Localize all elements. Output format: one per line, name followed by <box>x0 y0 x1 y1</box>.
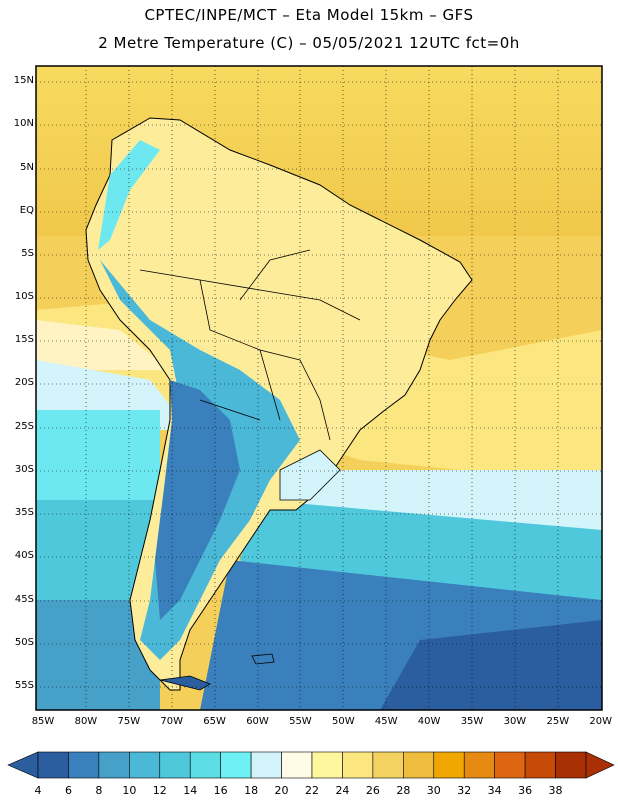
lon-label: 80W <box>74 716 98 727</box>
lat-label: 10S <box>14 291 34 302</box>
colorbar-label: 26 <box>365 784 380 797</box>
colorbar-swatch <box>98 751 130 779</box>
colorbar-label: 24 <box>335 784 350 797</box>
lon-label: 85W <box>31 716 55 727</box>
colorbar-swatch <box>281 751 313 779</box>
colorbar-swatch <box>129 751 161 779</box>
colorbar-left-arrow <box>7 751 39 779</box>
map-area <box>36 66 602 710</box>
lat-label: 30S <box>14 464 34 475</box>
colorbar-label: 20 <box>274 784 289 797</box>
lon-label: 30W <box>503 716 527 727</box>
colorbar-label: 18 <box>244 784 259 797</box>
colorbar-right-arrow <box>585 751 615 779</box>
colorbar-label: 14 <box>183 784 198 797</box>
lon-label: 65W <box>203 716 226 727</box>
colorbar-label: 30 <box>426 784 441 797</box>
lat-label: 35S <box>14 507 34 518</box>
lon-label: 60W <box>246 716 269 727</box>
colorbar-swatch <box>159 751 191 779</box>
colorbar-swatch <box>37 751 69 779</box>
lon-label: 50W <box>331 716 355 727</box>
lat-label: 25S <box>14 421 34 432</box>
colorbar-swatch <box>403 751 435 779</box>
lat-label: EQ <box>19 205 34 216</box>
colorbar-swatch <box>555 751 587 779</box>
colorbar-swatch <box>68 751 100 779</box>
lat-label: 50S <box>14 637 34 648</box>
lon-label: 70W <box>160 716 183 727</box>
lon-label: 45W <box>374 716 398 727</box>
colorbar-label: 8 <box>95 784 103 797</box>
lat-label: 20S <box>14 377 34 388</box>
map-title: CPTEC/INPE/MCT – Eta Model 15km – GFS <box>144 6 474 24</box>
lat-label: 45S <box>14 594 34 605</box>
colorbar-label: 34 <box>487 784 502 797</box>
lon-label: 35W <box>460 716 484 727</box>
lat-label: 15N <box>13 75 34 86</box>
lon-label: 75W <box>117 716 141 727</box>
colorbar-swatch <box>372 751 404 779</box>
colorbar-swatch <box>342 751 374 779</box>
colorbar-label: 38 <box>548 784 563 797</box>
lon-label: 55W <box>289 716 312 727</box>
colorbar-swatch <box>494 751 526 779</box>
colorbar-label: 4 <box>34 784 42 797</box>
lon-label: 40W <box>417 716 441 727</box>
colorbar-swatch <box>189 751 221 779</box>
colorbar-label: 6 <box>64 784 72 797</box>
colorbar-label: 22 <box>305 784 319 797</box>
lon-label: 25W <box>546 716 570 727</box>
colorbar-swatch <box>463 751 495 779</box>
lat-label: 55S <box>14 680 34 691</box>
colorbar-label: 12 <box>152 784 167 797</box>
colorbar-label: 10 <box>122 784 137 797</box>
colorbar-label: 28 <box>396 784 411 797</box>
lat-label: 5S <box>21 248 34 259</box>
map-subtitle: 2 Metre Temperature (C) – 05/05/2021 12U… <box>98 34 520 52</box>
colorbar-label: 16 <box>213 784 228 797</box>
colorbar-label: 32 <box>457 784 472 797</box>
lat-label: 5N <box>20 162 34 173</box>
colorbar-label: 36 <box>518 784 533 797</box>
colorbar-swatch <box>433 751 465 779</box>
lat-label: 15S <box>14 334 34 345</box>
colorbar-swatch <box>524 751 556 779</box>
colorbar-swatch <box>220 751 252 779</box>
lat-label: 10N <box>13 118 34 129</box>
colorbar-swatch <box>250 751 282 779</box>
colorbar-swatch <box>311 751 343 779</box>
lat-label: 40S <box>14 550 34 561</box>
lon-label: 20W <box>589 716 612 727</box>
colorbar <box>7 751 615 779</box>
